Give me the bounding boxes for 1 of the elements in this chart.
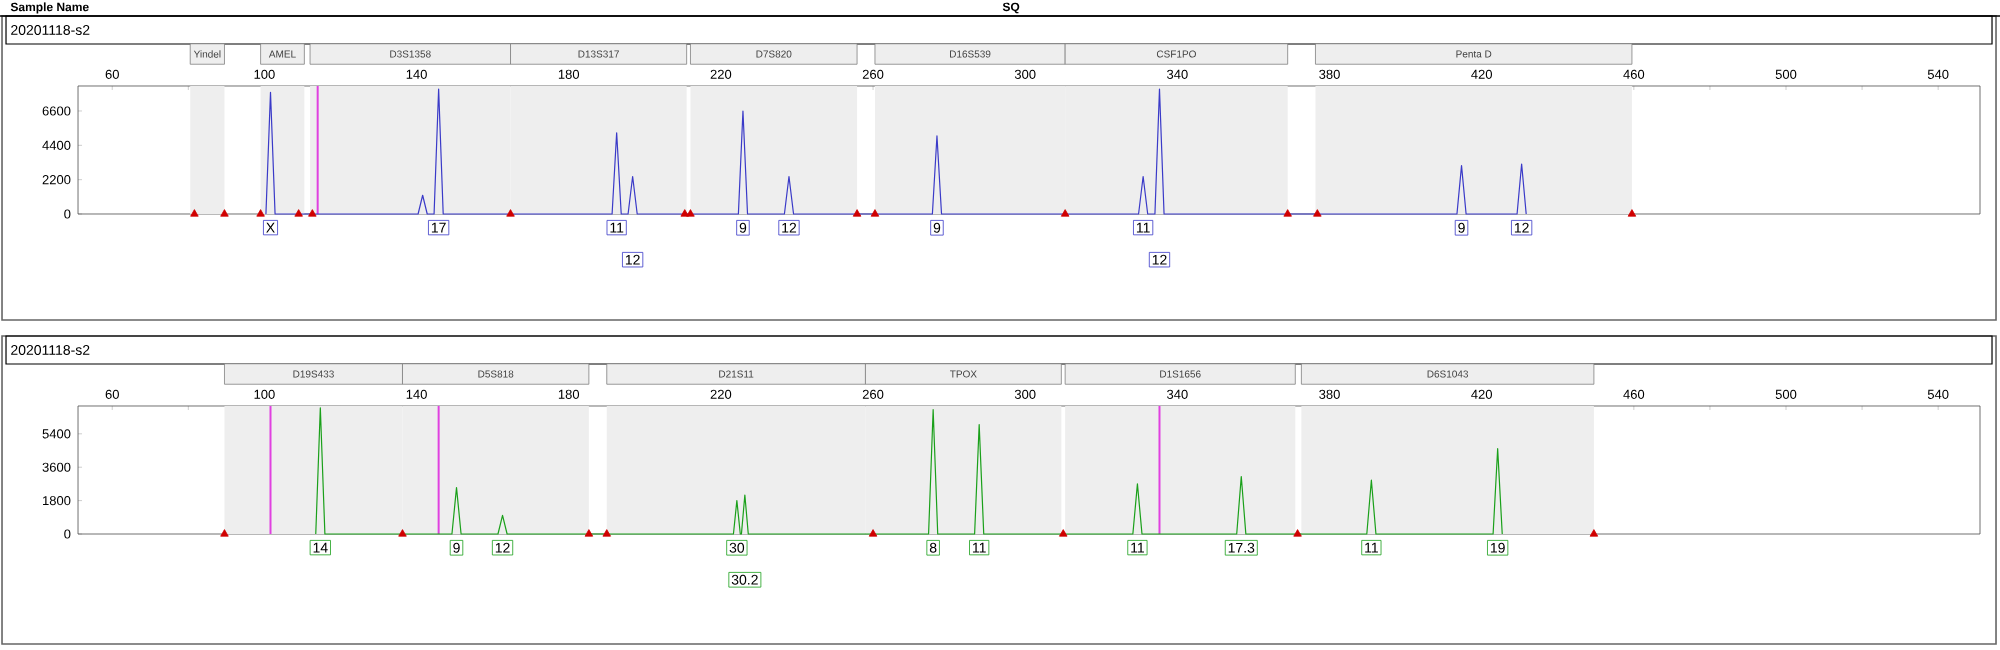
line-series	[315, 407, 1503, 535]
